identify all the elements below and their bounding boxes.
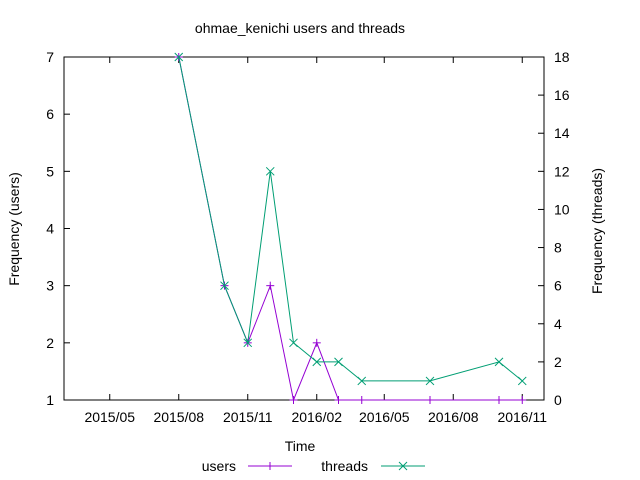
x-tick-label: 2015/05: [84, 409, 135, 425]
x-tick-label: 2016/08: [428, 409, 479, 425]
y-tick-label: 2: [46, 335, 54, 351]
x-tick-label: 2015/11: [223, 409, 273, 425]
y-tick-label: 5: [46, 163, 54, 179]
y2-tick-label: 18: [554, 49, 570, 65]
data-point-threads: [220, 281, 229, 291]
x-tick-label: 2016/11: [497, 409, 547, 425]
x-tick-label: 2016/02: [291, 409, 342, 425]
legend-label-users: users: [202, 458, 236, 474]
y2-tick-label: 14: [554, 125, 570, 141]
data-point-threads: [334, 357, 343, 367]
series-threads: [174, 52, 527, 386]
data-point-threads: [174, 52, 184, 62]
y2-tick-label: 4: [554, 316, 562, 332]
data-point-threads: [494, 357, 504, 367]
legend-marker-threads: [398, 461, 408, 471]
x-tick-label: 2015/08: [153, 409, 204, 425]
data-point-users: [518, 396, 527, 404]
legend: users threads: [202, 458, 425, 474]
y2-tick-label: 6: [554, 278, 562, 294]
y-tick-label: 1: [46, 392, 54, 408]
y2-tick-label: 0: [554, 392, 562, 408]
series-line-users: [178, 56, 523, 402]
x-tick-label: 2016/05: [359, 409, 410, 425]
plot-frame: [63, 56, 545, 401]
data-point-users: [334, 396, 343, 404]
y-tick-label: 6: [46, 106, 54, 122]
y2-tick-label: 12: [554, 163, 570, 179]
data-point-users: [357, 396, 366, 404]
data-point-users: [289, 396, 298, 404]
data-point-users: [266, 281, 275, 290]
y2-tick-label: 2: [554, 354, 562, 370]
data-point-threads: [312, 357, 322, 367]
y-axis-label: Frequency (users): [6, 172, 22, 286]
y2-tick-label: 8: [554, 240, 562, 256]
y2-tick-label: 10: [554, 201, 570, 217]
y2-axis-label: Frequency (threads): [589, 168, 605, 294]
data-point-threads: [357, 376, 367, 386]
x-axis-label: Time: [285, 438, 316, 454]
y-tick-label: 4: [46, 221, 54, 237]
legend-label-threads: threads: [321, 458, 368, 474]
chart-title: ohmae_kenichi users and threads: [195, 20, 405, 36]
data-point-threads: [425, 376, 435, 386]
data-point-users: [495, 396, 503, 404]
data-point-users: [312, 338, 321, 347]
series-line-threads: [178, 56, 523, 382]
data-point-threads: [289, 338, 298, 348]
data-point-users: [426, 396, 434, 404]
y-tick-label: 7: [46, 49, 54, 65]
y-tick-label: 3: [46, 278, 54, 294]
series-users: [174, 53, 527, 404]
y2-tick-label: 16: [554, 87, 570, 103]
data-point-threads: [243, 338, 253, 348]
legend-marker-users: [266, 462, 274, 470]
data-point-threads: [265, 166, 275, 176]
data-point-threads: [517, 376, 527, 386]
